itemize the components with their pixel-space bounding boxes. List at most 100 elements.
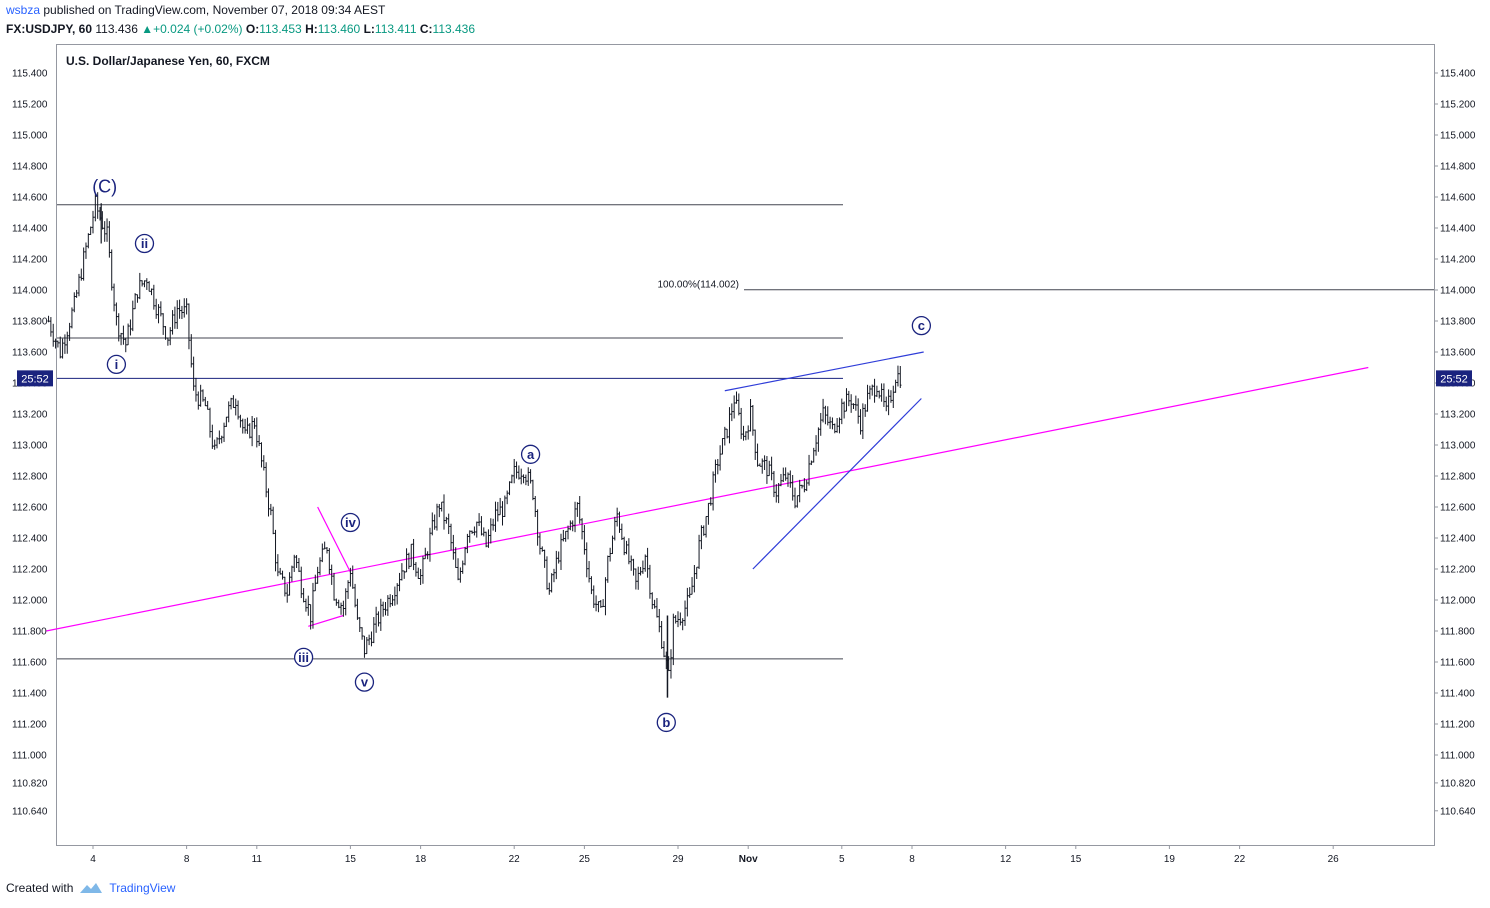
y-tick-label-right: 112.800 xyxy=(1440,472,1476,483)
y-tick-label-left: 114.600 xyxy=(12,193,48,204)
x-tick-label: Nov xyxy=(739,854,758,865)
open-value: 113.453 xyxy=(259,22,302,36)
wave-label: (C) xyxy=(92,177,117,197)
y-tick-label-right: 110.640 xyxy=(1440,806,1476,817)
price-change: +0.024 (+0.02%) xyxy=(153,22,243,36)
y-tick-label-right: 113.200 xyxy=(1440,410,1476,421)
y-tick-label-right: 111.600 xyxy=(1440,658,1475,669)
countdown-badges: 25:52 25:52 xyxy=(17,370,1472,387)
wave-label: b xyxy=(662,715,670,730)
y-tick-label-right: 114.000 xyxy=(1440,286,1476,297)
y-tick-label-left: 115.000 xyxy=(12,131,48,142)
low-label: L: xyxy=(363,22,375,36)
countdown-label-left: 25:52 xyxy=(21,373,49,385)
plot-frame xyxy=(56,44,1435,846)
x-tick-label: 22 xyxy=(509,854,521,865)
x-tick-label: 8 xyxy=(909,854,915,865)
y-tick-label-right: 112.400 xyxy=(1440,534,1476,545)
open-label: O: xyxy=(245,22,260,36)
created-with-label: Created with xyxy=(6,881,74,895)
y-tick-label-right: 111.400 xyxy=(1440,689,1475,700)
fib-level-label: 100.00%(114.002) xyxy=(657,280,739,291)
y-tick-label-right: 112.000 xyxy=(1440,596,1476,607)
countdown-badge-left xyxy=(17,370,53,387)
y-tick-label-left: 111.200 xyxy=(12,720,47,731)
y-tick-label-left: 115.200 xyxy=(12,100,48,111)
y-tick-label-left: 111.400 xyxy=(12,689,47,700)
wave-label-circle xyxy=(520,444,541,464)
tradingview-logo-icon[interactable] xyxy=(79,881,103,895)
y-tick-label-left: 111.800 xyxy=(12,627,47,638)
symbol-info: FX:USDJPY, 60 113.436 ▲+0.024 (+0.02%) O… xyxy=(6,22,475,36)
x-tick-label: 22 xyxy=(1234,854,1246,865)
fib-extension: 100.00%(114.002) xyxy=(657,280,1434,291)
x-tick-label: 5 xyxy=(839,854,845,865)
close-label: C: xyxy=(419,22,433,36)
publisher-name[interactable]: wsbza xyxy=(6,3,41,17)
trendline xyxy=(46,366,1369,632)
y-tick-label-left: 114.200 xyxy=(12,255,48,266)
low-value: 113.411 xyxy=(374,22,417,36)
wave-label-circle xyxy=(293,647,314,667)
y-tick-label-right: 110.820 xyxy=(1440,778,1476,789)
x-tick-label: 12 xyxy=(1000,854,1012,865)
x-tick-label: 11 xyxy=(252,854,263,865)
y-tick-label-left: 113.800 xyxy=(12,317,48,328)
y-tick-label-right: 112.600 xyxy=(1440,503,1476,514)
y-tick-label-left: 112.800 xyxy=(12,472,48,483)
x-tick-label: 19 xyxy=(1164,854,1176,865)
close-value: 113.436 xyxy=(432,22,476,36)
x-tick-label: 26 xyxy=(1328,854,1340,865)
wave-label-circle xyxy=(354,672,375,692)
time-axis[interactable]: 4 8 11 15 18 22 25 29 Nov 5 8 12 15 19 22 26 xyxy=(90,845,1339,865)
y-tick-label-left: 112.600 xyxy=(12,503,48,514)
x-tick-label: 15 xyxy=(1070,854,1082,865)
chart-title: U.S. Dollar/Japanese Yen, 60, FXCM xyxy=(66,54,270,68)
countdown-badge-right xyxy=(1436,370,1472,387)
y-tick-label-left: 111.000 xyxy=(12,751,47,762)
y-tick-label-right: 111.200 xyxy=(1440,720,1475,731)
price-bars xyxy=(47,192,902,698)
trendlines xyxy=(46,351,1369,632)
last-price: 113.436 xyxy=(95,22,138,36)
wave-label: iii xyxy=(298,650,309,665)
y-tick-label-left: 112.400 xyxy=(12,534,48,545)
wave-label-circle xyxy=(340,512,361,533)
wave-label-circle xyxy=(106,354,127,375)
y-tick-label-left: 110.820 xyxy=(12,778,48,789)
footer: Created with TradingView xyxy=(6,881,175,895)
y-tick-label-left: 114.400 xyxy=(12,224,48,235)
y-tick-label-right: 113.000 xyxy=(1440,441,1476,452)
wave-label: a xyxy=(527,447,535,462)
wave-label: iv xyxy=(345,515,357,530)
wave-label: i xyxy=(115,357,119,372)
price-axis[interactable]: 115.400 115.400 115.200 115.200 115.000 115.0… xyxy=(12,69,1476,818)
x-tick-label: 8 xyxy=(184,854,190,865)
y-tick-label-left: 110.640 xyxy=(12,806,48,817)
y-tick-label-left: 111.600 xyxy=(12,658,47,669)
y-tick-label-left: 112.200 xyxy=(12,565,48,576)
x-tick-label: 4 xyxy=(90,854,96,865)
y-tick-label-right: 115.400 xyxy=(1440,69,1476,80)
x-tick-label: 18 xyxy=(415,854,427,865)
trendline xyxy=(752,398,922,570)
wave-label: c xyxy=(918,318,925,333)
publish-info: wsbza published on TradingView.com, Nove… xyxy=(6,3,385,17)
published-text: published on TradingView.com, November 0… xyxy=(43,3,386,17)
wave-label-circle xyxy=(134,233,155,254)
horizontal-levels xyxy=(57,204,843,660)
wave-label-circle xyxy=(656,712,676,733)
up-arrow-icon: ▲ xyxy=(141,22,154,36)
y-tick-label-right: 113.800 xyxy=(1440,317,1476,328)
countdown-label-right: 25:52 xyxy=(1440,373,1468,385)
y-tick-label-left: 115.400 xyxy=(12,69,48,80)
high-label: H: xyxy=(305,22,318,36)
y-tick-label-right: 115.000 xyxy=(1440,131,1476,142)
y-tick-label-left: 113.000 xyxy=(12,441,48,452)
tradingview-brand[interactable]: TradingView xyxy=(109,881,176,895)
y-tick-label-left: 112.000 xyxy=(12,596,48,607)
y-tick-label-right: 114.200 xyxy=(1440,255,1476,266)
y-tick-label-right: 111.800 xyxy=(1440,627,1475,638)
trendline xyxy=(308,614,344,627)
